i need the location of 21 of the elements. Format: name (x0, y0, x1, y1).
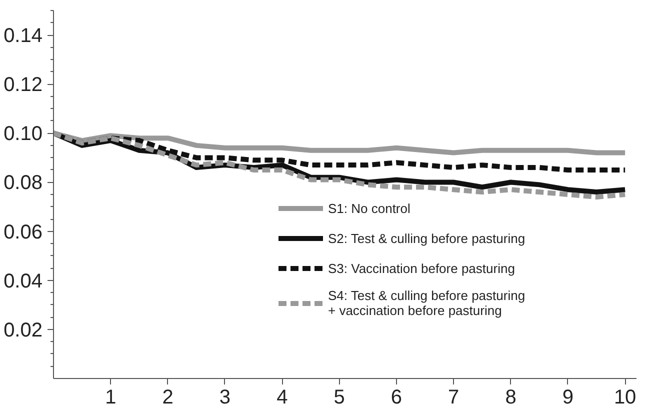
y-tick-label: 0.12 (4, 74, 43, 96)
y-tick-label: 0.08 (4, 172, 43, 194)
x-tick-label: 10 (614, 386, 636, 406)
legend-label: S4: Test & culling before pasturing + vaccination before pasturing (328, 288, 526, 318)
legend-label: S1: No control (328, 200, 410, 216)
y-tick-label: 0.06 (4, 221, 43, 244)
x-tick-label: 1 (105, 386, 116, 406)
y-tick-label: 0.02 (4, 319, 43, 342)
x-tick-label: 4 (276, 386, 288, 406)
x-tick-label: 2 (162, 386, 174, 406)
y-tick-label: 0.04 (4, 270, 43, 292)
x-tick-label: 5 (334, 386, 345, 406)
x-tick-label: 9 (562, 386, 574, 406)
legend-label: S3: Vaccination before pasturing (328, 260, 515, 276)
x-tick-label: 3 (219, 386, 231, 406)
x-tick-label: 6 (390, 386, 402, 406)
x-tick-label: 8 (505, 386, 516, 406)
x-tick-label: 7 (448, 386, 460, 406)
legend-label: S2: Test & culling before pasturing (328, 230, 526, 246)
y-tick-label: 0.10 (4, 123, 43, 146)
y-tick-label: 0.14 (4, 25, 43, 48)
